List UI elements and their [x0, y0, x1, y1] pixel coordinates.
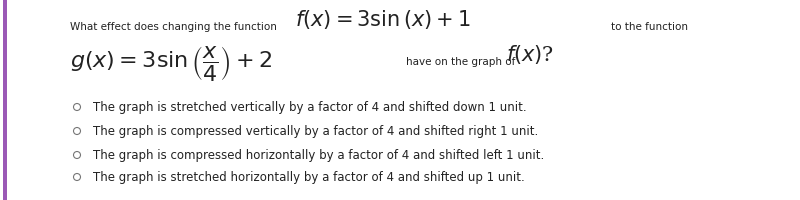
Text: to the function: to the function	[611, 22, 688, 32]
Text: $g\left(x\right) = 3\sin\left(\dfrac{x}{4}\right) + 2$: $g\left(x\right) = 3\sin\left(\dfrac{x}{…	[70, 44, 272, 83]
Text: $f\left(x\right) = 3\sin\left(x\right) + 1$: $f\left(x\right) = 3\sin\left(x\right) +…	[295, 8, 471, 31]
Text: The graph is stretched horizontally by a factor of 4 and shifted up 1 unit.: The graph is stretched horizontally by a…	[93, 171, 525, 184]
Bar	[3, 0, 7, 200]
Text: What effect does changing the function: What effect does changing the function	[70, 22, 277, 32]
Text: The graph is compressed vertically by a factor of 4 and shifted right 1 unit.: The graph is compressed vertically by a …	[93, 125, 538, 138]
Text: have on the graph of: have on the graph of	[406, 57, 515, 67]
Text: The graph is stretched vertically by a factor of 4 and shifted down 1 unit.: The graph is stretched vertically by a f…	[93, 101, 526, 114]
Text: $f\left(x\right)$?: $f\left(x\right)$?	[506, 43, 554, 66]
Text: The graph is compressed horizontally by a factor of 4 and shifted left 1 unit.: The graph is compressed horizontally by …	[93, 149, 544, 162]
